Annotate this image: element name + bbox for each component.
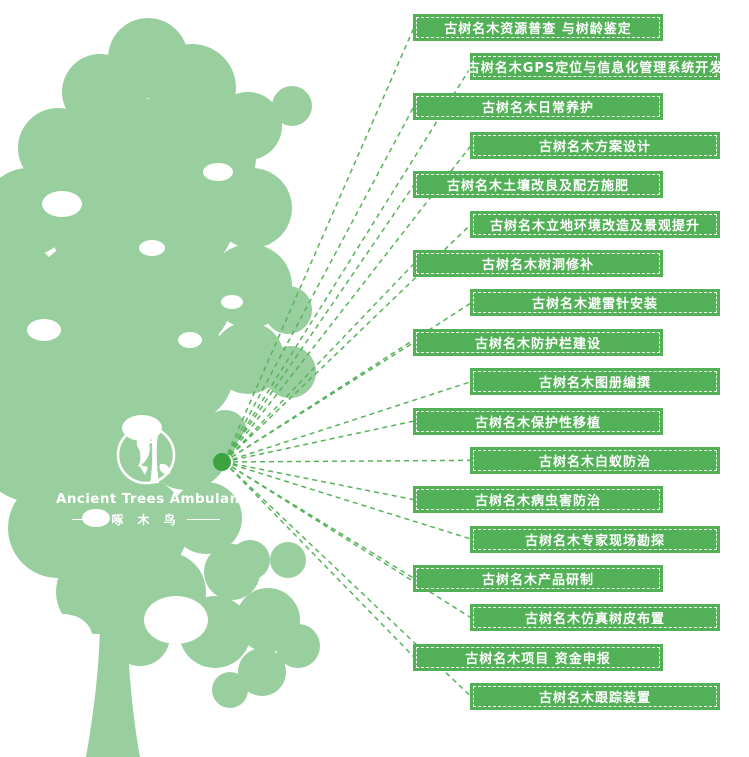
logo-subtitle: 啄 木 鸟 [111,513,181,527]
service-box: 古树名木土壤改良及配方施肥 [413,171,663,199]
service-label: 古树名木仿真树皮布置 [524,612,665,628]
connector-line [223,461,415,658]
service-label: 古树名木病虫害防治 [474,494,601,510]
service-box: 古树名木避雷针安装 [470,289,720,317]
service-label: 古树名木产品研制 [481,572,594,588]
connector-line [223,263,415,463]
service-label: 古树名木跟踪装置 [538,690,651,706]
woodpecker-logo-icon [116,425,176,485]
service-label: 古树名木避雷针安装 [531,297,658,313]
subtitle-line-right [186,519,220,520]
tree-silhouette [0,18,320,708]
subtitle-line-left [72,519,106,520]
connector-line [223,184,415,463]
logo-trunk-shape [150,426,159,484]
service-label: 古树名木方案设计 [538,140,651,156]
connector-line [223,66,472,463]
service-label: 古树名木图册编撰 [538,376,651,392]
service-box: 古树名木防护栏建设 [413,328,663,356]
logo-title: Ancient Trees Ambulance [56,491,258,507]
connector-line [223,380,472,463]
service-label: 古树名木树洞修补 [481,258,594,274]
service-box: 古树名木病虫害防治 [413,486,663,514]
service-label: 古树名木白蚁防治 [538,454,651,470]
service-box: 古树名木资源普查 与树龄鉴定 [413,14,663,41]
connector-line [223,341,415,463]
service-label: 古树名木保护性移植 [474,415,601,431]
service-box: 古树名木方案设计 [470,132,720,160]
hub-dot [213,453,231,471]
service-label: 古树名木资源普查 与树龄鉴定 [444,22,632,37]
service-box: 古树名木日常养护 [413,92,663,120]
service-box: 古树名木仿真树皮布置 [470,604,720,632]
service-box: 古树名木项目 资金申报 [413,643,663,671]
connector-line [223,461,472,540]
service-label: 古树名木防护栏建设 [474,336,601,352]
service-box: 古树名木保护性移植 [413,407,663,435]
service-box: 古树名木产品研制 [413,564,663,592]
logo: Ancient Trees Ambulance 啄 木 鸟 [56,421,258,528]
logo-subtitle-row: 啄 木 鸟 [56,511,236,528]
service-label: 古树名木立地环境改造及景观提升 [489,218,700,234]
logo-leaf-shape [159,463,171,475]
service-box: 古树名木树洞修补 [413,250,663,278]
service-box: 古树名木专家现场勘探 [470,525,720,553]
service-box: 古树名木跟踪装置 [470,682,720,710]
service-label: 古树名木土壤改良及配方施肥 [446,179,629,195]
logo-bird-tail [139,465,148,475]
service-box: 古树名木立地环境改造及景观提升 [470,210,720,238]
service-label: 古树名木日常养护 [481,100,594,116]
service-label: 古树名木专家现场勘探 [524,533,665,549]
service-label: 古树名木GPS定位与信息化管理系统开发 [466,61,724,77]
logo-bird-shape [136,432,155,467]
service-box: 古树名木GPS定位与信息化管理系统开发 [467,53,722,81]
service-box: 古树名木图册编撰 [470,368,720,396]
connector-line [223,27,415,463]
service-label: 古树名木项目 资金申报 [465,651,611,667]
connector-line [223,223,472,463]
service-box: 古树名木白蚁防治 [470,446,720,474]
connector-line [223,105,415,463]
tree-trunk [86,548,140,757]
